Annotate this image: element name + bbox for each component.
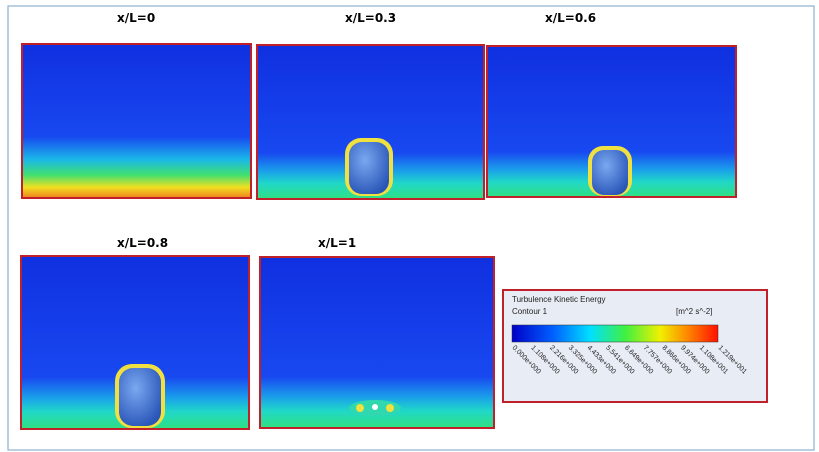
page: {"panels": [ {"label": "x/L=0"}, {"label… [0, 0, 819, 452]
panel-label: x/L=0.6 [545, 11, 596, 25]
wake [356, 404, 364, 412]
panel-label: x/L=0.8 [117, 236, 168, 250]
legend-subtitle: Contour 1 [512, 307, 548, 316]
wake [372, 404, 378, 410]
contour-panel [22, 44, 251, 198]
body-shape [592, 150, 628, 195]
body-shape [349, 142, 389, 194]
wake [386, 404, 394, 412]
legend-unit: [m^2 s^-2] [676, 307, 712, 316]
panel-label: x/L=0 [117, 11, 155, 25]
colorbar [512, 325, 718, 342]
figure: x/L=0 x/L=0.3 x/L=0.6 x/L=0.8 x/L=1 Turb… [0, 0, 819, 452]
legend-title: Turbulence Kinetic Energy [512, 295, 606, 304]
panel-label: x/L=0.3 [345, 11, 396, 25]
panel-label: x/L=1 [318, 236, 356, 250]
body-shape [119, 368, 161, 426]
